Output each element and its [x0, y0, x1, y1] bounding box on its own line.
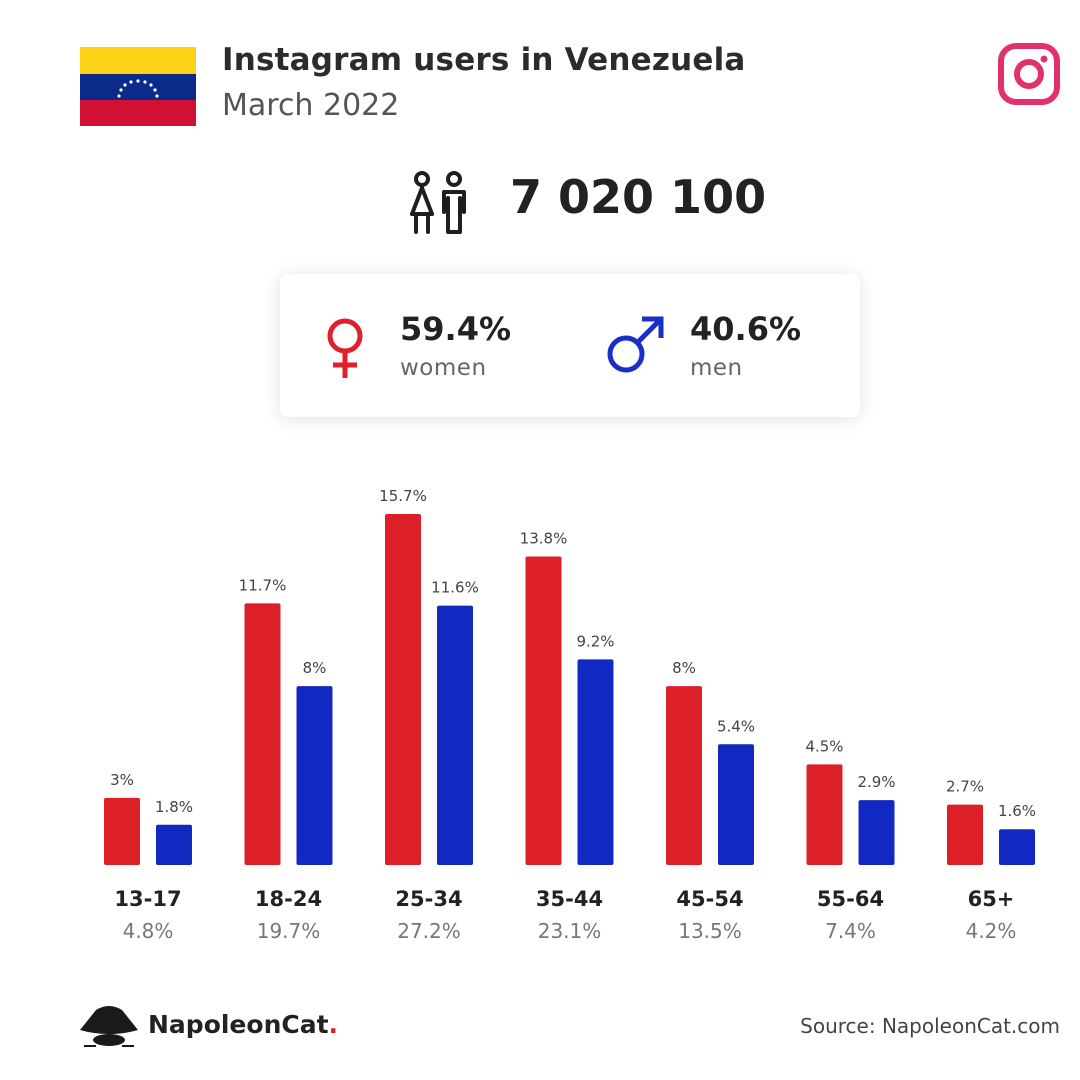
data-label-men-13-17: 1.8%	[155, 798, 193, 816]
men-label: men	[690, 355, 743, 381]
age-gender-bar-chart: 3% 1.8% 13-17 4.8% 11.7% 8% 18-24 19.7% 15.7% 11.…	[104, 487, 1036, 943]
brand-name: NapoleonCat.	[148, 1010, 338, 1039]
data-label-men-18-24: 8%	[303, 659, 327, 677]
data-label-women-45-54: 8%	[672, 659, 696, 677]
data-label-women-55-64: 4.5%	[805, 737, 843, 755]
category-total-18-24: 19.7%	[257, 919, 321, 943]
mars-icon	[607, 316, 664, 373]
bar-women-25-34	[385, 514, 421, 865]
bar-men-18-24	[296, 686, 333, 865]
brand-dot: .	[328, 1010, 339, 1039]
total-users: 7 020 100	[510, 170, 767, 224]
data-label-women-35-44: 13.8%	[520, 529, 568, 547]
bar-women-45-54	[666, 686, 702, 865]
bar-women-35-44	[525, 556, 562, 865]
category-label-35-44: 35-44	[536, 887, 603, 911]
napoleoncat-logo	[80, 1006, 138, 1047]
category-label-45-54: 45-54	[676, 887, 743, 911]
category-total-65+: 4.2%	[966, 919, 1017, 943]
bar-men-13-17	[156, 824, 192, 865]
bar-women-18-24	[244, 603, 281, 865]
category-total-45-54: 13.5%	[678, 919, 742, 943]
category-total-55-64: 7.4%	[825, 919, 876, 943]
data-label-women-18-24: 11.7%	[239, 576, 287, 594]
data-label-men-45-54: 5.4%	[717, 717, 755, 735]
men-percent: 40.6%	[690, 310, 802, 348]
category-label-13-17: 13-17	[114, 887, 181, 911]
data-label-women-25-34: 15.7%	[379, 487, 427, 505]
bar-men-35-44	[577, 659, 614, 865]
category-total-35-44: 23.1%	[538, 919, 602, 943]
category-label-65+: 65+	[968, 887, 1015, 911]
page-subtitle: March 2022	[222, 88, 400, 123]
data-label-men-55-64: 2.9%	[857, 773, 895, 791]
data-label-women-13-17: 3%	[110, 771, 134, 789]
data-label-men-25-34: 11.6%	[431, 579, 479, 597]
bar-women-13-17	[104, 797, 140, 865]
category-label-25-34: 25-34	[395, 887, 462, 911]
women-percent: 59.4%	[400, 310, 512, 348]
gender-card	[280, 274, 860, 417]
page-title: Instagram users in Venezuela	[222, 42, 746, 78]
bar-men-55-64	[858, 800, 895, 865]
category-label-18-24: 18-24	[255, 887, 322, 911]
category-label-55-64: 55-64	[817, 887, 884, 911]
brand-text: NapoleonCat	[148, 1010, 329, 1039]
bar-men-65+	[999, 829, 1035, 865]
venezuela-flag	[80, 47, 196, 126]
bar-women-55-64	[806, 764, 843, 865]
source-text: Source: NapoleonCat.com	[800, 1014, 1060, 1038]
women-label: women	[400, 355, 487, 381]
users-icon	[410, 171, 466, 234]
bar-men-45-54	[718, 744, 754, 865]
category-total-25-34: 27.2%	[397, 919, 461, 943]
data-label-men-35-44: 9.2%	[576, 632, 614, 650]
category-total-13-17: 4.8%	[123, 919, 174, 943]
data-label-women-65+: 2.7%	[946, 778, 984, 796]
data-label-men-65+: 1.6%	[998, 802, 1036, 820]
instagram-icon	[998, 43, 1060, 105]
venus-icon	[327, 318, 363, 378]
bar-men-25-34	[437, 605, 473, 865]
bar-women-65+	[947, 804, 983, 865]
